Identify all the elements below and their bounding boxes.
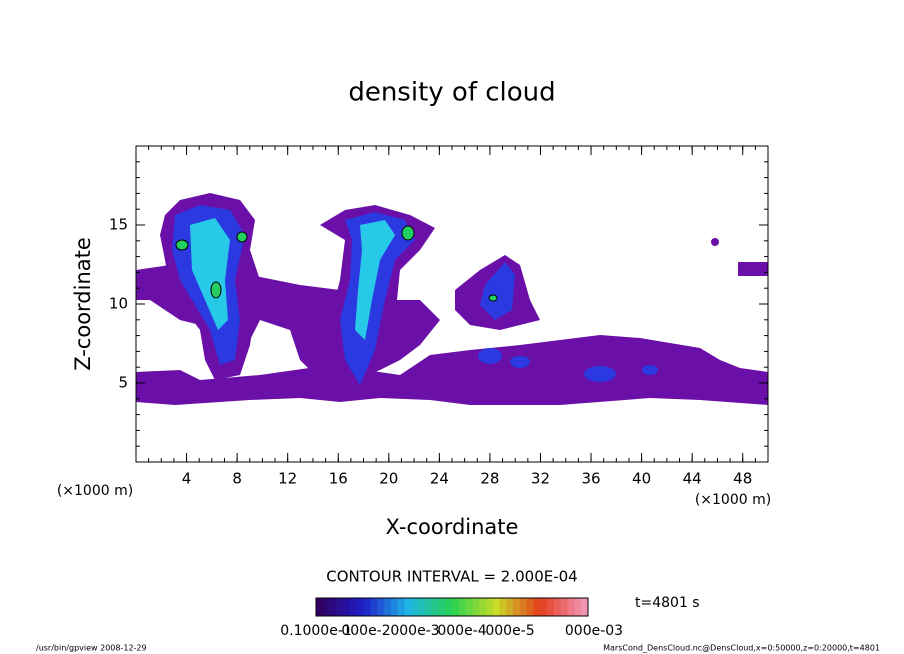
- contour-interval: CONTOUR INTERVAL = 2.000E-04: [326, 568, 577, 586]
- x-tick-label: 28: [480, 470, 499, 488]
- colorbar-cell: [499, 598, 507, 616]
- colorbar-cell: [363, 598, 371, 616]
- x-tick-label: 44: [683, 470, 702, 488]
- y-tick-label: 10: [109, 295, 128, 313]
- colorbar-label: 000e-3: [390, 623, 439, 639]
- colorbar-cell: [370, 598, 378, 616]
- colorbar-cell: [438, 598, 446, 616]
- colorbar-label: 000e-03: [565, 623, 623, 639]
- colorbar-cell: [479, 598, 487, 616]
- x-tick-label: 24: [430, 470, 449, 488]
- x-tick-label: 48: [733, 470, 752, 488]
- colorbar-cell: [452, 598, 460, 616]
- colorbar-cell: [547, 598, 555, 616]
- colorbar: [316, 598, 589, 616]
- colorbar-cell: [431, 598, 439, 616]
- colorbar-cell: [356, 598, 365, 616]
- colorbar-cell: [567, 598, 575, 616]
- colorbar-cell: [526, 598, 535, 616]
- colorbar-cell: [506, 598, 514, 616]
- colorbar-cell: [418, 598, 426, 616]
- colorbar-cell: [316, 598, 324, 616]
- x-tick-label: 4: [182, 470, 192, 488]
- colorbar-cell: [336, 598, 344, 616]
- colorbar-cell: [574, 598, 582, 616]
- colorbar-cell: [424, 598, 433, 616]
- colorbar-cell: [472, 598, 480, 616]
- footer-left: /usr/bin/gpview 2008-12-29: [36, 644, 147, 653]
- colorbar-cell: [581, 598, 589, 616]
- colorbar-frame: [315, 597, 589, 617]
- colorbar-cell: [465, 598, 473, 616]
- cloud-field: [136, 193, 768, 405]
- chart-title: density of cloud: [348, 78, 555, 108]
- colorbar-cell: [540, 598, 548, 616]
- colorbar-cell: [554, 598, 562, 616]
- colorbar-label: 000e-4: [437, 623, 486, 639]
- colorbar-cell: [513, 598, 521, 616]
- colorbar-cell: [343, 598, 351, 616]
- colorbar-cell: [486, 598, 494, 616]
- x-tick-label: 40: [632, 470, 651, 488]
- colorbar-cell: [520, 598, 528, 616]
- y-tick-label: 15: [109, 216, 128, 234]
- colorbar-cell: [533, 598, 541, 616]
- colorbar-cell: [445, 598, 453, 616]
- colorbar-label: 000e-5: [485, 623, 534, 639]
- colorbar-cell: [390, 598, 399, 616]
- colorbar-cell: [384, 598, 392, 616]
- colorbar-label: 0.1000e-1: [280, 623, 352, 639]
- y-tick-label: 5: [118, 374, 128, 392]
- colorbar-cell: [322, 598, 331, 616]
- x-tick-label: 36: [581, 470, 600, 488]
- y-axis-label: Z-coordinate: [71, 237, 95, 371]
- colorbar-cell: [411, 598, 419, 616]
- colorbar-cell: [329, 598, 337, 616]
- x-tick-label: 16: [329, 470, 348, 488]
- colorbar-cell: [560, 598, 569, 616]
- x-tick-label: 20: [379, 470, 398, 488]
- x-tick-label: 12: [278, 470, 297, 488]
- x-tick-label: 8: [232, 470, 242, 488]
- colorbar-cell: [458, 598, 467, 616]
- footer-right: MarsCond_DensCloud.nc@DensCloud,x=0:5000…: [603, 644, 880, 653]
- colorbar-cell: [377, 598, 385, 616]
- time-label: t=4801 s: [635, 595, 700, 611]
- colorbar-cell: [350, 598, 358, 616]
- x-tick-label: 32: [531, 470, 550, 488]
- y-unit: (×1000 m): [57, 483, 133, 499]
- colorbar-cell: [397, 598, 405, 616]
- colorbar-label: 000e-2: [341, 623, 390, 639]
- colorbar-cell: [404, 598, 412, 616]
- colorbar-cell: [492, 598, 501, 616]
- x-unit: (×1000 m): [695, 492, 771, 508]
- x-axis-label: X-coordinate: [386, 515, 519, 539]
